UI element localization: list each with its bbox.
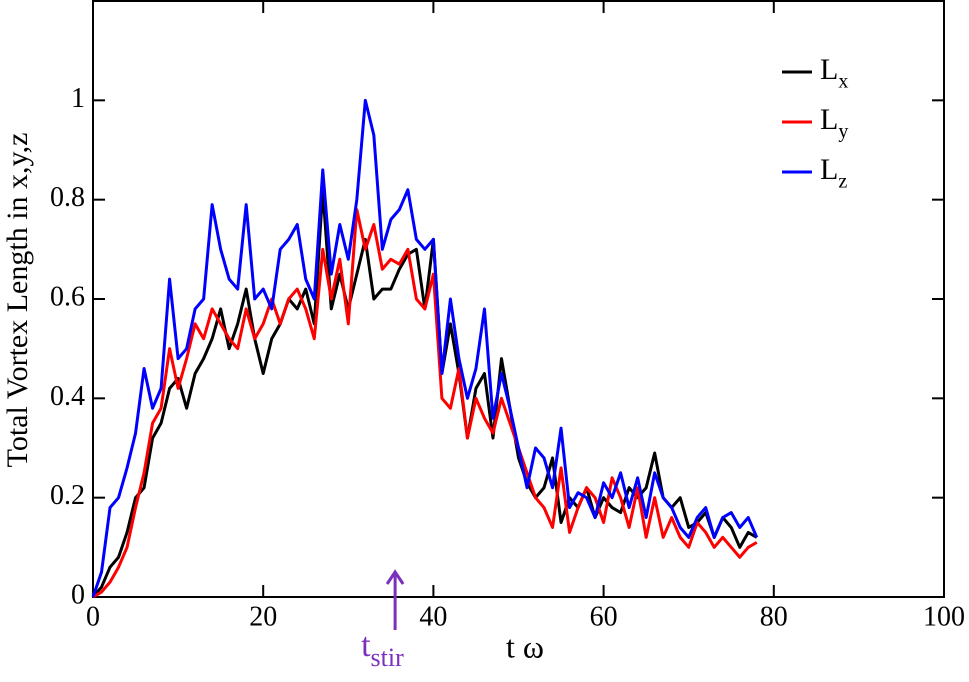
x-tick-label: 80 — [760, 601, 788, 632]
x-tick-label: 60 — [590, 601, 618, 632]
y-tick-label: 1 — [71, 83, 85, 114]
legend-label: Ly — [820, 103, 848, 142]
legend-label: Lx — [820, 53, 848, 92]
annotation-arrowhead — [385, 569, 405, 585]
y-tick-label: 0.8 — [50, 182, 85, 213]
series-line — [92, 208, 758, 599]
annotation-label: tstir — [361, 627, 404, 672]
x-axis-label: t ω — [506, 628, 544, 664]
plot-frame — [92, 0, 945, 598]
y-tick-label: 0.2 — [50, 480, 85, 511]
y-tick-label: 0 — [71, 579, 85, 610]
x-tick-label: 100 — [923, 601, 965, 632]
y-tick-label: 0.4 — [50, 381, 85, 412]
y-tick-label: 0.6 — [50, 281, 85, 312]
x-tick-label: 40 — [419, 601, 447, 632]
legend-label: Lz — [820, 153, 847, 192]
y-axis-label: Total Vortex Length in x,y,z — [1, 133, 34, 468]
annotation: tstir — [361, 569, 405, 672]
series-line — [91, 98, 759, 598]
x-tick-label: 0 — [86, 601, 100, 632]
x-tick-label: 20 — [249, 601, 277, 632]
